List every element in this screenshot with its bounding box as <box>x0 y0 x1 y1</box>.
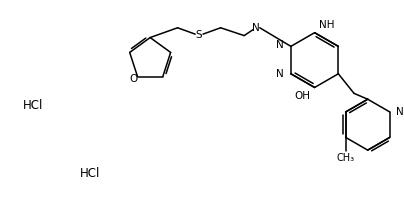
Text: NH: NH <box>320 20 335 30</box>
Text: N: N <box>276 69 284 79</box>
Text: HCl: HCl <box>23 99 43 112</box>
Text: HCl: HCl <box>80 167 100 180</box>
Text: OH: OH <box>295 91 311 101</box>
Text: CH₃: CH₃ <box>337 153 355 163</box>
Text: N: N <box>252 23 260 33</box>
Text: N: N <box>276 40 284 50</box>
Text: S: S <box>196 30 202 40</box>
Text: O: O <box>129 74 138 85</box>
Text: N: N <box>396 107 403 117</box>
